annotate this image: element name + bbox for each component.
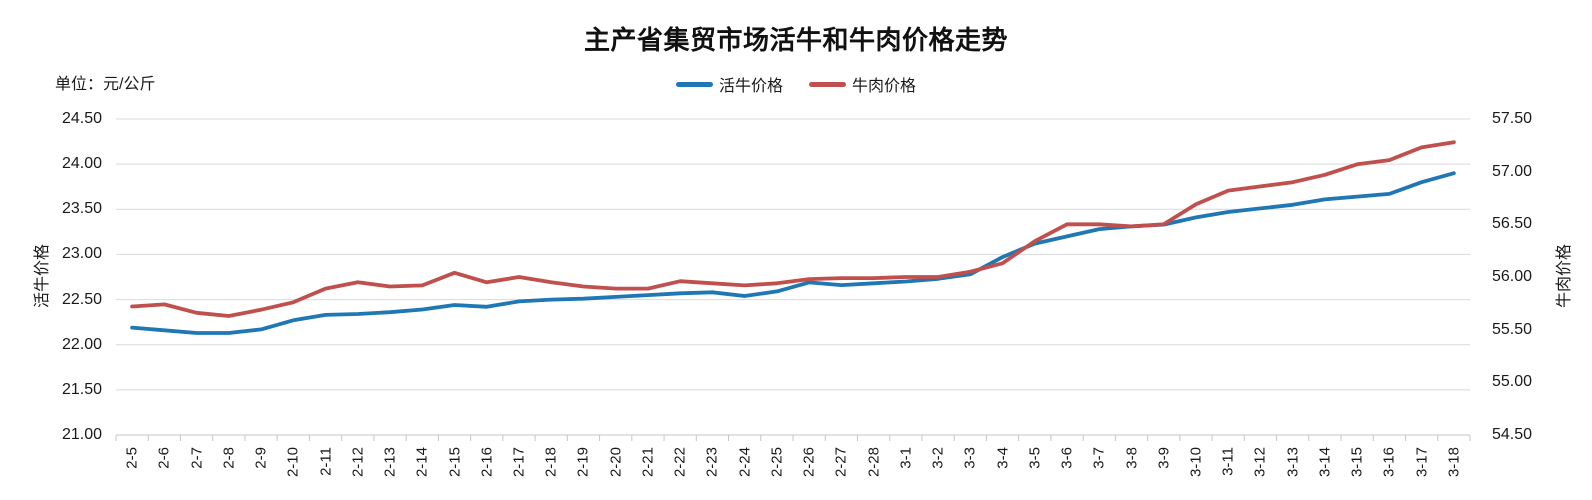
x-axis-tick-label: 2-19	[574, 447, 592, 478]
legend-label: 活牛价格	[718, 78, 783, 95]
x-axis-tick-label: 3-12	[1251, 447, 1269, 478]
x-axis-tick-label: 3-18	[1445, 447, 1463, 478]
x-axis-tick-label: 2-18	[542, 447, 560, 478]
y-axis-left-tick-label: 24.50	[61, 110, 102, 127]
x-axis-tick-label: 3-5	[1026, 447, 1044, 469]
y-axis-right-tick-label: 57.50	[1492, 110, 1533, 127]
x-axis-tick-label: 2-27	[832, 447, 850, 478]
x-axis-tick-label: 2-25	[768, 447, 786, 478]
y-axis-left-tick-label: 21.50	[61, 380, 102, 398]
chart-title: 主产省集贸市场活牛和牛肉价格走势	[583, 25, 1008, 55]
x-axis-tick-label: 2-5	[123, 447, 141, 469]
x-axis-tick-label: 3-6	[1058, 447, 1076, 469]
y-axis-right-tick-label: 56.50	[1492, 215, 1533, 233]
legend-item-live-cattle: 活牛价格	[675, 72, 783, 96]
x-axis-tick-label: 3-2	[929, 447, 947, 469]
x-axis-tick-label: 2-20	[607, 447, 625, 478]
y-axis-left-tick-label: 21.00	[61, 426, 102, 443]
x-axis-tick-label: 2-7	[188, 447, 206, 469]
legend-line-swatch	[675, 81, 713, 87]
series-line-beef	[130, 140, 1456, 318]
legend-item-beef: 牛肉价格	[809, 72, 916, 96]
chart-legend: 活牛价格 牛肉价格	[0, 72, 1592, 96]
y-axis-right-tick-label: 56.00	[1492, 268, 1533, 285]
x-axis-tick-label: 2-24	[736, 447, 754, 478]
x-axis-tick-label: 2-21	[639, 447, 657, 478]
x-axis-tick-label: 3-17	[1413, 447, 1431, 478]
x-axis-tick-label: 3-7	[1090, 447, 1108, 469]
x-axis-tick-label: 3-14	[1316, 447, 1334, 478]
y-axis-right-tick-label: 55.50	[1492, 320, 1533, 338]
y-axis-left-tick-label: 22.50	[61, 290, 102, 308]
x-axis-tick-label: 2-16	[478, 447, 496, 478]
x-axis-tick-label: 2-10	[284, 447, 302, 478]
legend-line-swatch	[809, 81, 846, 87]
x-axis-tick-label: 2-6	[155, 447, 173, 469]
x-axis-tick-label: 2-11	[317, 447, 335, 476]
x-axis-tick-label: 3-9	[1155, 447, 1173, 469]
x-axis-tick-label: 3-10	[1187, 447, 1205, 478]
y-axis-right-tick-label: 54.50	[1492, 426, 1533, 443]
x-axis-tick-label: 2-28	[865, 447, 883, 478]
y-axis-left-tick-label: 23.00	[61, 245, 102, 263]
x-axis-tick-label: 2-15	[446, 447, 463, 478]
x-axis-tick-label: 2-12	[349, 447, 367, 478]
x-axis-tick-label: 3-1	[897, 447, 915, 469]
y-axis-right-tick-label: 57.00	[1492, 162, 1533, 180]
y-axis-left-tick-label: 23.50	[61, 200, 102, 218]
x-axis-tick-label: 3-8	[1123, 447, 1140, 469]
x-axis-tick-label: 2-23	[703, 447, 721, 478]
x-axis-tick-label: 3-11	[1219, 447, 1237, 476]
x-axis-tick-label: 2-9	[252, 447, 270, 469]
x-axis-tick-label: 3-15	[1348, 447, 1366, 478]
x-axis-tick-label: 2-14	[413, 447, 431, 478]
y-axis-right-tick-label: 55.00	[1492, 373, 1533, 391]
x-axis-tick-label: 2-22	[671, 447, 689, 478]
y-axis-left-tick-label: 22.00	[61, 335, 102, 353]
x-axis-tick-label: 2-13	[381, 447, 399, 478]
x-axis-tick-label: 3-3	[961, 447, 979, 469]
unit-label: 单位：元/公斤	[55, 76, 156, 93]
x-axis-tick-label: 3-16	[1380, 447, 1398, 478]
x-axis-tick-label: 2-26	[800, 447, 818, 478]
y-axis-left-tick-label: 24.00	[61, 155, 102, 173]
x-axis-tick-label: 2-8	[220, 447, 238, 469]
series-line-live-cattle	[130, 171, 1456, 335]
x-axis-tick-label: 3-13	[1284, 447, 1302, 478]
x-axis-tick-label: 3-4	[994, 447, 1012, 469]
legend-label: 牛肉价格	[852, 78, 917, 95]
x-axis-tick-label: 2-17	[510, 447, 528, 478]
